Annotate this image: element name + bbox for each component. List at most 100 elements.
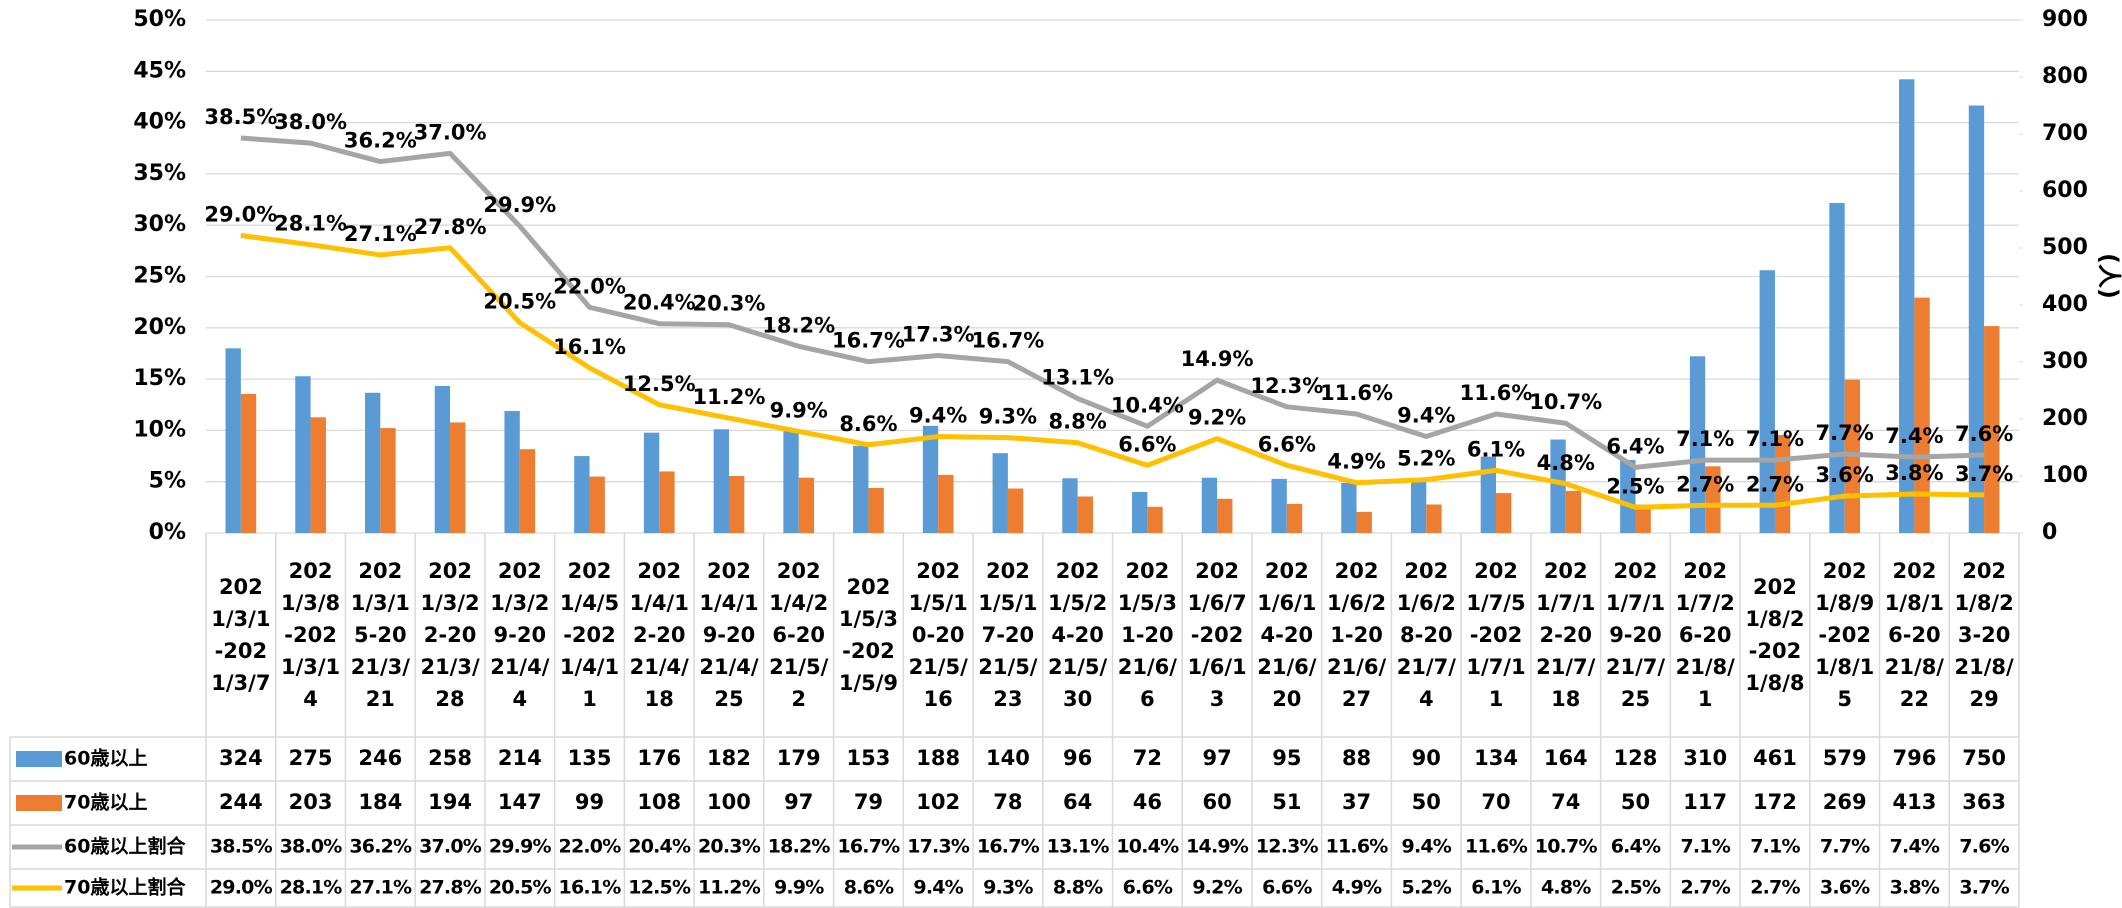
x-tick-label: 2021/8/23-2021/8/29: [1954, 559, 2014, 711]
table-value: 102: [916, 790, 960, 814]
bar: [868, 487, 884, 533]
bar: [1635, 504, 1651, 533]
table-value: 78: [993, 790, 1022, 814]
table-value: 7.4%: [1890, 836, 1940, 858]
bar: [853, 445, 869, 533]
data-label: 3.8%: [1885, 461, 1943, 485]
x-tick-label: 2021/7/26-2021/8/1: [1675, 559, 1735, 711]
y-tick-label: 5%: [149, 469, 186, 494]
table-value: 2.5%: [1611, 877, 1661, 899]
data-label: 18.2%: [762, 313, 835, 337]
y2-tick-label: 0: [2042, 520, 2057, 545]
data-label: 6.6%: [1118, 432, 1176, 456]
bar: [434, 385, 451, 533]
bar: [1286, 503, 1303, 533]
table-value: 4.9%: [1332, 877, 1382, 899]
x-tick-label: 2021/6/28-2021/7/4: [1396, 559, 1456, 711]
data-label: 2.5%: [1606, 474, 1664, 498]
data-label: 9.4%: [1397, 404, 1455, 428]
data-label: 38.5%: [204, 105, 277, 129]
bar: [295, 376, 311, 533]
table-value: 16.1%: [559, 877, 622, 899]
table-value: 413: [1892, 790, 1936, 814]
table-value: 90: [1412, 746, 1441, 770]
table-value: 7.1%: [1680, 836, 1730, 858]
table-value: 46: [1133, 790, 1162, 814]
table-value: 17.3%: [907, 836, 970, 858]
table-value: 176: [637, 746, 681, 770]
bar: [1968, 105, 1985, 533]
table-value: 128: [1614, 746, 1658, 770]
y-tick-label: 10%: [133, 417, 186, 442]
table-value: 28.1%: [280, 877, 343, 899]
legend-swatch: [16, 751, 62, 767]
bar: [1147, 506, 1163, 533]
table-value: 194: [428, 790, 472, 814]
y-tick-label: 45%: [133, 58, 186, 83]
data-label: 7.6%: [1955, 422, 2013, 446]
data-label: 6.1%: [1467, 437, 1525, 461]
table-value: 20.3%: [698, 836, 761, 858]
table-value: 11.2%: [698, 877, 761, 899]
table-value: 3.8%: [1890, 877, 1940, 899]
bar: [380, 428, 396, 533]
data-label: 20.4%: [623, 291, 696, 315]
data-label: 11.6%: [1460, 381, 1533, 405]
table-value: 3.7%: [1959, 877, 2009, 899]
bar: [1620, 460, 1636, 533]
x-tick-label: 2021/3/1-2021/3/7: [211, 575, 271, 695]
table-value: 29.0%: [210, 877, 273, 899]
y2-tick-label: 200: [2042, 406, 2088, 431]
table-value: 7.1%: [1750, 836, 1800, 858]
y2-tick-label: 500: [2042, 235, 2088, 260]
y-tick-label: 25%: [133, 264, 186, 289]
table-value: 72: [1133, 746, 1162, 770]
y2-tick-label: 100: [2042, 463, 2088, 488]
bar: [938, 474, 954, 533]
x-tick-label: 2021/4/19-2021/4/25: [699, 559, 759, 711]
bar: [1550, 439, 1566, 533]
legend-label: 70歳以上割合: [64, 876, 186, 899]
table-value: 60: [1202, 790, 1231, 814]
table-value: 182: [707, 746, 751, 770]
table-value: 16.7%: [977, 836, 1040, 858]
data-label: 17.3%: [902, 323, 975, 347]
x-tick-label: 2021/4/5-2021/4/11: [559, 559, 620, 711]
table-value: 796: [1892, 746, 1936, 770]
data-label: 8.8%: [1049, 410, 1107, 434]
table-value: 10.7%: [1535, 836, 1598, 858]
table-value: 108: [637, 790, 681, 814]
table-value: 20.5%: [489, 877, 552, 899]
table-value: 11.6%: [1326, 836, 1389, 858]
table-value: 99: [575, 790, 604, 814]
legend-label: 60歳以上: [64, 748, 147, 770]
data-label: 20.5%: [483, 290, 556, 314]
data-label: 9.4%: [909, 404, 967, 428]
table-value: 64: [1063, 790, 1092, 814]
x-tick-label: 2021/5/31-2021/6/6: [1117, 559, 1177, 711]
data-label: 29.0%: [204, 202, 277, 226]
bar: [519, 449, 536, 533]
bar: [364, 392, 381, 533]
data-label: 10.7%: [1529, 390, 1602, 414]
x-tick-label: 2021/4/26-2021/5/2: [769, 559, 829, 711]
bar: [1829, 202, 1845, 533]
x-tick-label: 2021/8/2-2021/8/8: [1745, 575, 1805, 695]
table-value: 12.5%: [628, 877, 691, 899]
bar: [1410, 481, 1427, 533]
table-value: 36.2%: [349, 836, 412, 858]
table-value: 179: [777, 746, 821, 770]
data-label: 3.7%: [1955, 462, 2013, 486]
data-label: 27.8%: [414, 215, 487, 239]
table-value: 147: [498, 790, 542, 814]
bar: [1705, 466, 1721, 533]
data-label: 9.9%: [770, 398, 828, 422]
bar: [1341, 482, 1357, 533]
table-value: 20.4%: [628, 836, 691, 858]
y-tick-label: 50%: [133, 7, 186, 32]
table-value: 2.7%: [1750, 877, 1800, 899]
bar: [1201, 477, 1218, 533]
table-value: 172: [1753, 790, 1797, 814]
bar: [798, 477, 815, 533]
table-value: 97: [1202, 746, 1231, 770]
